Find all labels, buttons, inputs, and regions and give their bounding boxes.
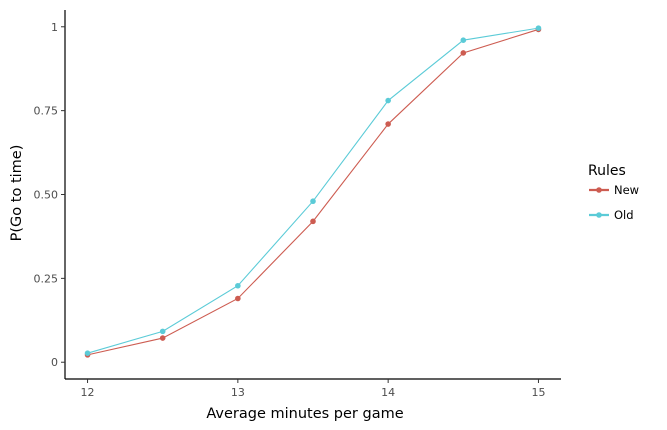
x-ticks: 12 13 14 15	[81, 379, 545, 399]
legend-key-point-new	[596, 187, 602, 193]
data-point-old	[460, 37, 467, 43]
data-point-new	[310, 218, 316, 225]
x-tick-label: 14	[381, 386, 395, 399]
y-tick-label: 1	[51, 21, 58, 34]
legend-key-point-old	[596, 212, 602, 218]
data-point-old	[535, 25, 542, 31]
series-layer	[84, 25, 542, 358]
data-point-new	[159, 335, 166, 341]
x-tick-label: 12	[81, 386, 95, 399]
data-point-old	[84, 350, 91, 356]
axes	[64, 10, 561, 380]
data-point-new	[385, 121, 391, 127]
series-line-old	[87, 27, 539, 354]
data-point-new	[235, 295, 241, 302]
y-axis-title: P(Go to time)	[9, 145, 25, 242]
y-tick-label: 0.75	[34, 105, 59, 118]
data-point-new	[460, 50, 467, 56]
x-axis-title: Average minutes per game	[206, 406, 403, 422]
y-ticks: 0 0.25 0.50 0.75 1	[34, 21, 65, 369]
legend-items: New Old	[589, 183, 639, 222]
legend: Rules New Old	[588, 163, 639, 222]
x-tick-label: 15	[531, 386, 545, 399]
y-tick-label: 0	[51, 356, 58, 369]
legend-label-old: Old	[614, 208, 634, 222]
data-point-old	[159, 328, 166, 335]
data-point-old	[310, 198, 316, 205]
data-point-old	[385, 97, 391, 104]
y-tick-label: 0.50	[34, 189, 59, 202]
data-point-old	[235, 282, 241, 289]
series-line-new	[87, 28, 539, 356]
y-tick-label: 0.25	[34, 272, 59, 285]
legend-label-new: New	[614, 183, 639, 197]
legend-title: Rules	[588, 163, 626, 179]
x-tick-label: 13	[231, 386, 245, 399]
